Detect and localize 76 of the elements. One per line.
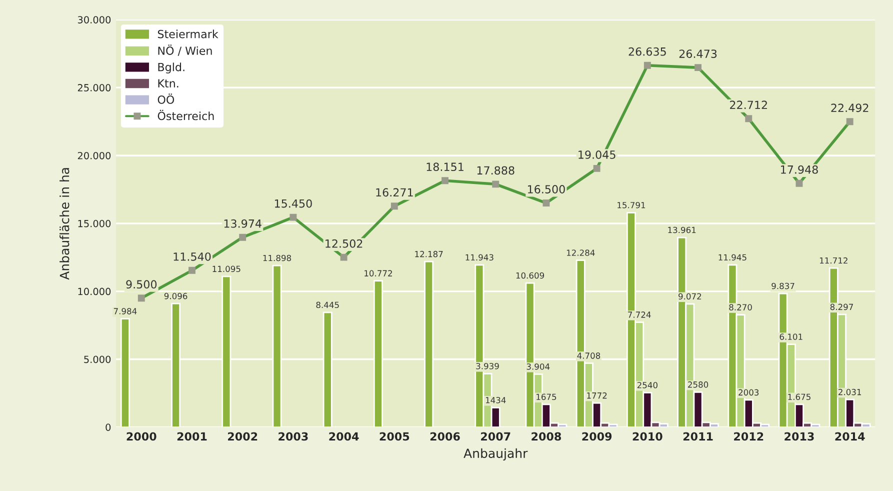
data-label: 1.675 [788, 394, 810, 400]
x-tick-label: 2000 [126, 432, 156, 441]
legend-label: Steiermark [158, 30, 218, 38]
data-label: 19.045 [578, 150, 616, 159]
data-label: 12.284 [566, 250, 595, 256]
data-label: 7.984 [114, 308, 137, 314]
y-tick-label: 0 [106, 424, 111, 431]
data-label: 10.609 [516, 272, 544, 279]
data-label: 11.540 [174, 252, 211, 261]
x-axis-title: Anbaujahr [464, 448, 528, 460]
data-label: 2580 [688, 381, 708, 388]
data-label: 9.837 [772, 282, 794, 290]
y-tick-label: 25.000 [78, 84, 111, 92]
data-label: 11.095 [212, 266, 240, 272]
x-tick-label: 2008 [532, 432, 561, 441]
data-label: 22.712 [730, 100, 767, 109]
data-label: 2.031 [838, 388, 861, 396]
x-tick-label: 2004 [329, 432, 359, 441]
data-label: 13.974 [224, 219, 262, 228]
x-tick-label: 2012 [734, 432, 764, 441]
x-tick-label: 2005 [380, 432, 410, 441]
x-tick-label: 2003 [278, 432, 308, 441]
data-label: 18.151 [426, 162, 464, 172]
data-label: 22.492 [831, 104, 868, 112]
x-tick-label: 2013 [784, 432, 814, 441]
data-label: 26.635 [628, 47, 666, 56]
data-label: 2003 [738, 389, 759, 396]
data-label: 12.187 [415, 250, 443, 258]
data-label: 9.072 [678, 293, 702, 300]
data-label: 10.772 [364, 270, 392, 276]
x-tick-label: 2001 [177, 432, 207, 441]
data-label: 26.473 [679, 50, 717, 58]
legend-label: Österreich [158, 110, 214, 120]
data-label: 9.500 [126, 280, 157, 289]
x-tick-label: 2009 [582, 432, 612, 441]
data-label: 11.945 [718, 254, 746, 261]
x-tick-label: 2006 [430, 432, 460, 441]
legend-label: Bgld. [158, 62, 184, 74]
data-label: 4.708 [577, 352, 600, 359]
data-label: 15.791 [618, 202, 646, 208]
legend-label: NÖ / Wien [158, 44, 212, 56]
x-tick-label: 2014 [835, 432, 865, 441]
data-label: 12.502 [326, 239, 362, 248]
y-axis-title: Anbaufläche in ha [60, 168, 70, 280]
data-label: 1675 [536, 394, 556, 400]
x-tick-label: 2007 [481, 432, 510, 441]
data-label: 16.271 [376, 188, 413, 197]
data-label: 17.888 [477, 166, 514, 175]
data-label: 8.270 [729, 304, 752, 310]
data-label: 3.904 [526, 363, 550, 370]
x-tick-label: 2010 [632, 432, 662, 441]
y-tick-label: 30.000 [78, 16, 111, 24]
data-label: 8.297 [830, 304, 853, 310]
data-label: 17.948 [781, 165, 818, 174]
data-label: 1772 [587, 392, 607, 399]
data-label: 8.445 [316, 302, 339, 308]
y-tick-label: 20.000 [78, 152, 111, 160]
data-label: 6.101 [780, 334, 802, 340]
y-tick-label: 10.000 [78, 288, 111, 296]
data-label: 1434 [486, 396, 506, 404]
data-label: 11.898 [263, 254, 292, 262]
x-tick-label: 2002 [228, 432, 258, 441]
legend-label: Ktn. [158, 79, 178, 88]
data-label: 16.500 [528, 185, 565, 194]
data-label: 11.943 [466, 254, 494, 261]
data-label: 9.096 [164, 292, 188, 300]
data-label: 2540 [637, 382, 658, 388]
legend-label: OÖ [158, 94, 174, 104]
y-tick-label: 5.000 [84, 356, 111, 364]
data-label: 11.712 [820, 257, 848, 264]
x-tick-label: 2011 [683, 432, 713, 441]
data-label: 15.450 [274, 199, 312, 208]
data-label: 13.961 [668, 226, 696, 234]
data-label: 3.939 [476, 362, 499, 370]
y-tick-label: 15.000 [78, 220, 111, 228]
data-label: 7.724 [628, 312, 651, 318]
